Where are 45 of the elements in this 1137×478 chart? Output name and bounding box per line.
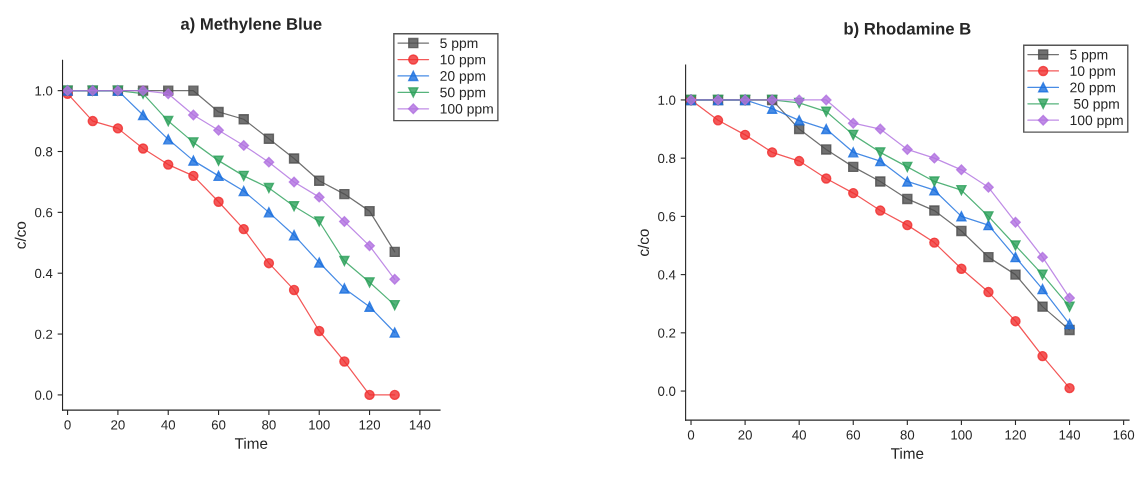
x-tick-label: 40: [792, 430, 806, 440]
legend-label: 5 ppm: [1070, 49, 1108, 63]
y-tick-label: 0.2: [34, 329, 53, 339]
legend-label: 50 ppm: [440, 87, 486, 101]
x-axis-title: Time: [890, 447, 924, 459]
x-tick-label: 100: [951, 430, 972, 440]
x-tick-label: 100: [309, 420, 330, 430]
text: 0.0: [658, 386, 676, 396]
y-tick-label: 0.4: [658, 270, 676, 280]
y-tick-label: 0.4: [34, 268, 53, 279]
legend-label: 5 ppm: [440, 38, 478, 51]
legend-label: 10 ppm: [440, 54, 486, 68]
y-tick-label: 0.8: [34, 147, 53, 157]
text: 0.0: [34, 390, 53, 400]
y-tick-label: 0.6: [658, 211, 676, 222]
chart-title: b) Rhodamine B: [844, 22, 971, 38]
x-tick-label: 120: [1005, 430, 1026, 440]
x-tick-label: 140: [409, 420, 431, 430]
x-tick-label: 20: [738, 430, 752, 440]
y-axis-title: c/co: [14, 221, 26, 249]
legend-label: 10 ppm: [1070, 66, 1115, 79]
y-tick-label: 0.6: [34, 207, 53, 218]
x-tick-label: 160: [1113, 430, 1135, 440]
x-tick-label: 140: [1059, 430, 1081, 440]
y-tick-label: 0.8: [658, 153, 676, 164]
y-axis-title: c/co: [637, 229, 649, 256]
legend-label: 20 ppm: [1070, 82, 1115, 96]
x-tick-label: 0: [687, 430, 695, 440]
x-tick-label: 0: [64, 420, 71, 430]
text: 1.0: [35, 86, 53, 96]
x-tick-label: 60: [211, 420, 226, 430]
x-tick-label: 20: [111, 420, 125, 430]
legend-label: 20 ppm: [440, 71, 486, 84]
legend-label: 50 ppm: [1073, 98, 1119, 112]
y-tick-label: 0.2: [658, 328, 676, 338]
x-tick-label: 120: [359, 420, 381, 430]
text: 1.0: [658, 95, 676, 105]
legend-label: 100 ppm: [440, 103, 493, 117]
x-axis-title: Time: [234, 437, 268, 449]
x-tick-label: 60: [846, 430, 861, 440]
x-tick-label: 40: [161, 420, 176, 430]
legend-label: 100 ppm: [1070, 115, 1123, 128]
x-tick-label: 80: [900, 430, 915, 440]
chart-title: a) Methylene Blue: [180, 17, 322, 34]
x-tick-label: 80: [262, 420, 276, 430]
